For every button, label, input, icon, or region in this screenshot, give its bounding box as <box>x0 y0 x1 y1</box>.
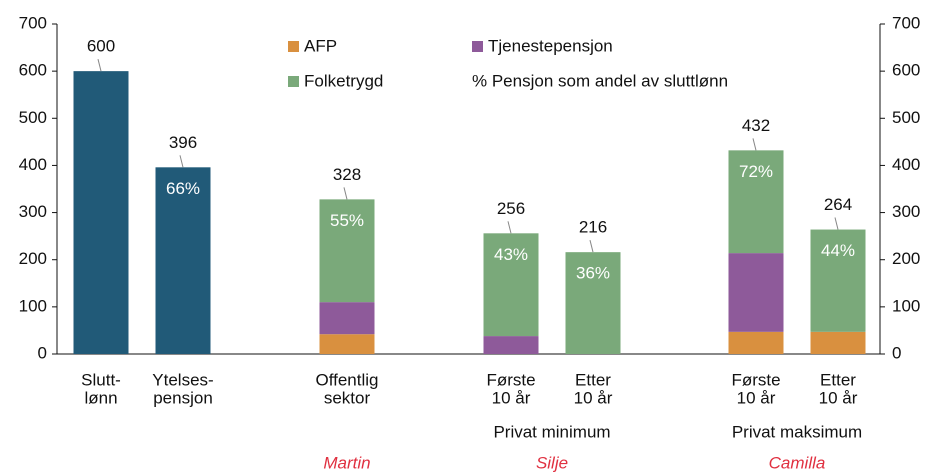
total-label: 216 <box>579 218 607 237</box>
y2-tick-label: 200 <box>892 249 920 268</box>
y-tick-label: 0 <box>38 343 47 362</box>
bar-segment <box>73 71 129 355</box>
x-tick-label: Offentlig <box>315 370 378 389</box>
x-tick-label: Etter <box>820 370 856 389</box>
share-label: 36% <box>576 264 610 283</box>
y2-tick-label: 0 <box>892 343 901 362</box>
x-tick-label: Første <box>486 370 535 389</box>
total-label: 432 <box>742 116 770 135</box>
total-label: 396 <box>169 133 197 152</box>
x-tick-label: 10 år <box>737 388 776 407</box>
bar-segment <box>810 229 866 332</box>
x-tick-label: lønn <box>84 388 117 407</box>
x-tick-label: Første <box>731 370 780 389</box>
x-tick-label: 10 år <box>819 388 858 407</box>
legend-label: Tjenestepensjon <box>488 36 613 55</box>
x-tick-label: sektor <box>324 388 371 407</box>
x-tick-label: Ytelses- <box>152 370 213 389</box>
y-tick-label: 600 <box>19 61 47 80</box>
share-label: 72% <box>739 162 773 181</box>
share-label: 55% <box>330 211 364 230</box>
total-label: 328 <box>333 165 361 184</box>
bar-segment <box>319 302 375 335</box>
bar-segment <box>319 334 375 354</box>
bar-segment <box>728 331 784 354</box>
bar-segment <box>728 150 784 254</box>
legend-label: Folketrygd <box>304 71 383 90</box>
bar-segment <box>483 336 539 354</box>
y-tick-label: 700 <box>19 13 47 32</box>
bar-segment <box>728 253 784 332</box>
share-label: 44% <box>821 241 855 260</box>
y-tick-label: 100 <box>19 296 47 315</box>
label-leader <box>343 187 348 200</box>
x-tick-label: pensjon <box>153 388 213 407</box>
legend-label: AFP <box>304 36 337 55</box>
label-leader <box>97 59 102 72</box>
total-label: 256 <box>497 199 525 218</box>
bar-segment <box>810 331 866 354</box>
y-tick-label: 200 <box>19 249 47 268</box>
y-tick-label: 500 <box>19 108 47 127</box>
x-tick-label: 10 år <box>574 388 613 407</box>
legend-swatch <box>288 76 299 87</box>
group-label: Privat maksimum <box>732 422 862 441</box>
person-label: Camilla <box>769 453 826 472</box>
person-label: Silje <box>536 453 568 472</box>
y-tick-label: 300 <box>19 202 47 221</box>
bar-segment <box>483 233 539 337</box>
legend-swatch <box>288 41 299 52</box>
label-leader <box>589 240 594 253</box>
y2-tick-label: 500 <box>892 108 920 127</box>
total-label: 264 <box>824 195 852 214</box>
y2-tick-label: 600 <box>892 61 920 80</box>
x-tick-label: Slutt- <box>81 370 121 389</box>
y-tick-label: 400 <box>19 155 47 174</box>
total-label: 600 <box>87 37 115 56</box>
bar-segment <box>565 252 621 354</box>
y2-tick-label: 400 <box>892 155 920 174</box>
legend-label: % Pensjon som andel av sluttlønn <box>472 71 728 90</box>
y2-tick-label: 300 <box>892 202 920 221</box>
x-tick-label: Etter <box>575 370 611 389</box>
legend-swatch <box>472 41 483 52</box>
group-label: Privat minimum <box>493 422 610 441</box>
share-label: 43% <box>494 245 528 264</box>
person-label: Martin <box>323 453 370 472</box>
label-leader <box>834 217 839 230</box>
bar-segment <box>155 167 211 354</box>
y2-tick-label: 100 <box>892 296 920 315</box>
share-label: 66% <box>166 179 200 198</box>
bar-segment <box>319 199 375 303</box>
label-leader <box>507 221 512 234</box>
x-tick-label: 10 år <box>492 388 531 407</box>
label-leader <box>179 155 184 168</box>
label-leader <box>752 138 757 151</box>
y2-tick-label: 700 <box>892 13 920 32</box>
